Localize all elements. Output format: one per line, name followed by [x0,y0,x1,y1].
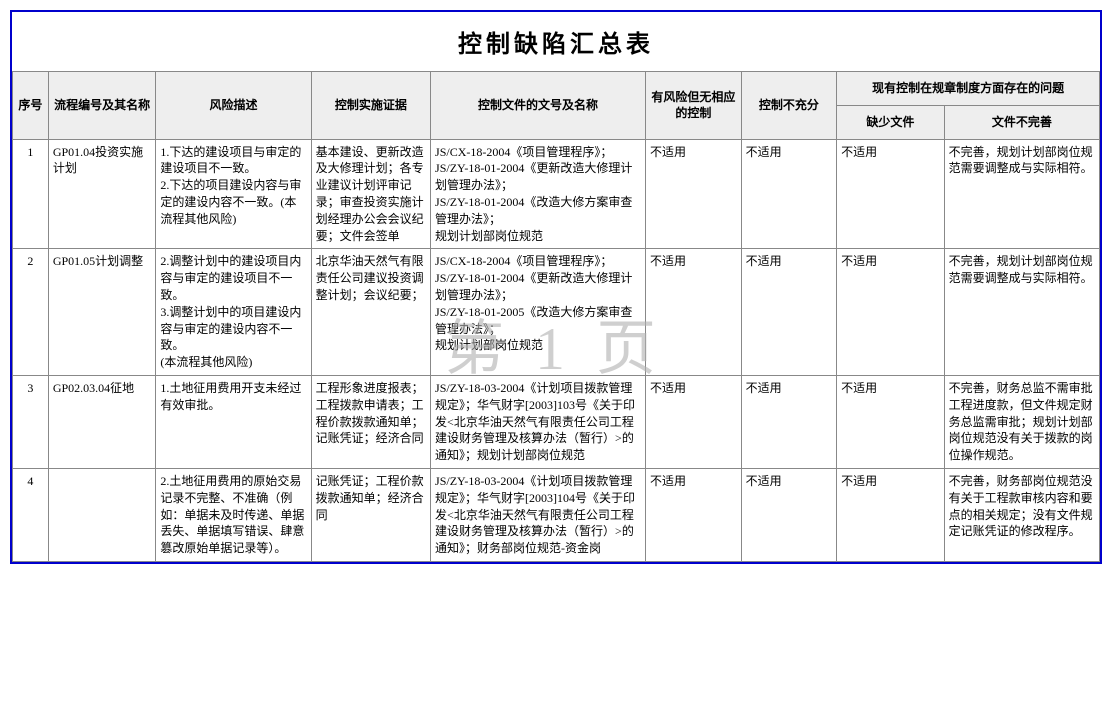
table-header: 序号 流程编号及其名称 风险描述 控制实施证据 控制文件的文号及名称 有风险但无… [13,72,1100,140]
cell-risk: 1.土地征用费用开支未经过有效审批。 [156,375,311,468]
cell-norisk: 不适用 [646,249,742,376]
cell-missing: 不适用 [837,468,945,561]
cell-evidence: 工程形象进度报表；工程拨款申请表；工程价款拨款通知单；记账凭证；经济合同 [311,375,430,468]
cell-incomplete: 不完善，规划计划部岗位规范需要调整成与实际相符。 [944,139,1099,249]
document-title: 控制缺陷汇总表 [12,12,1100,71]
cell-proc [48,468,156,561]
cell-proc: GP02.03.04征地 [48,375,156,468]
table-row: 4 2.土地征用费用的原始交易记录不完整、不准确（例如：单据未及时传递、单据丢失、… [13,468,1100,561]
cell-docnum: JS/CX-18-2004《项目管理程序》；JS/ZY-18-01-2004《更… [431,139,646,249]
table-row: 3GP02.03.04征地1.土地征用费用开支未经过有效审批。工程形象进度报表；… [13,375,1100,468]
cell-docnum: JS/ZY-18-03-2004《计划项目拨款管理规定》；华气财字[2003]1… [431,468,646,561]
cell-docnum: JS/ZY-18-03-2004《计划项目拨款管理规定》；华气财字[2003]1… [431,375,646,468]
cell-evidence: 记账凭证；工程价款拨款通知单；经济合同 [311,468,430,561]
header-evidence: 控制实施证据 [311,72,430,140]
cell-evidence: 北京华油天然气有限责任公司建议投资调整计划；会议纪要； [311,249,430,376]
cell-norisk: 不适用 [646,468,742,561]
cell-insuff: 不适用 [741,468,837,561]
header-insuff: 控制不充分 [741,72,837,140]
cell-proc: GP01.05计划调整 [48,249,156,376]
cell-insuff: 不适用 [741,249,837,376]
header-missing: 缺少文件 [837,105,945,139]
cell-seq: 1 [13,139,49,249]
header-risk: 风险描述 [156,72,311,140]
cell-risk: 2.调整计划中的建设项目内容与审定的建设项目不一致。3.调整计划中的项目建设内容… [156,249,311,376]
table-body: 1GP01.04投资实施计划1.下达的建设项目与审定的建设项目不一致。2.下达的… [13,139,1100,561]
cell-risk: 1.下达的建设项目与审定的建设项目不一致。2.下达的项目建设内容与审定的建设内容… [156,139,311,249]
cell-incomplete: 不完善，规划计划部岗位规范需要调整成与实际相符。 [944,249,1099,376]
table-row: 1GP01.04投资实施计划1.下达的建设项目与审定的建设项目不一致。2.下达的… [13,139,1100,249]
cell-missing: 不适用 [837,249,945,376]
cell-norisk: 不适用 [646,375,742,468]
header-proc: 流程编号及其名称 [48,72,156,140]
header-incomplete: 文件不完善 [944,105,1099,139]
cell-missing: 不适用 [837,375,945,468]
cell-insuff: 不适用 [741,375,837,468]
cell-risk: 2.土地征用费用的原始交易记录不完整、不准确（例如：单据未及时传递、单据丢失、单… [156,468,311,561]
defect-summary-table: 序号 流程编号及其名称 风险描述 控制实施证据 控制文件的文号及名称 有风险但无… [12,71,1100,562]
cell-missing: 不适用 [837,139,945,249]
cell-insuff: 不适用 [741,139,837,249]
cell-norisk: 不适用 [646,139,742,249]
cell-seq: 3 [13,375,49,468]
cell-seq: 4 [13,468,49,561]
cell-incomplete: 不完善，财务总监不需审批工程进度款，但文件规定财务总监需审批；规划计划部岗位规范… [944,375,1099,468]
cell-evidence: 基本建设、更新改造及大修理计划；各专业建议计划评审记录；审查投资实施计划经理办公… [311,139,430,249]
document-container: 控制缺陷汇总表 序号 流程编号及其名称 风险描述 控制实施证据 控制文件的文号及… [10,10,1102,564]
header-docnum: 控制文件的文号及名称 [431,72,646,140]
cell-incomplete: 不完善，财务部岗位规范没有关于工程款审核内容和要点的相关规定；没有文件规定记账凭… [944,468,1099,561]
cell-docnum: JS/CX-18-2004《项目管理程序》；JS/ZY-18-01-2004《更… [431,249,646,376]
header-seq: 序号 [13,72,49,140]
header-norisk: 有风险但无相应的控制 [646,72,742,140]
cell-seq: 2 [13,249,49,376]
header-problems: 现有控制在规章制度方面存在的问题 [837,72,1100,106]
cell-proc: GP01.04投资实施计划 [48,139,156,249]
table-row: 2GP01.05计划调整2.调整计划中的建设项目内容与审定的建设项目不一致。3.… [13,249,1100,376]
